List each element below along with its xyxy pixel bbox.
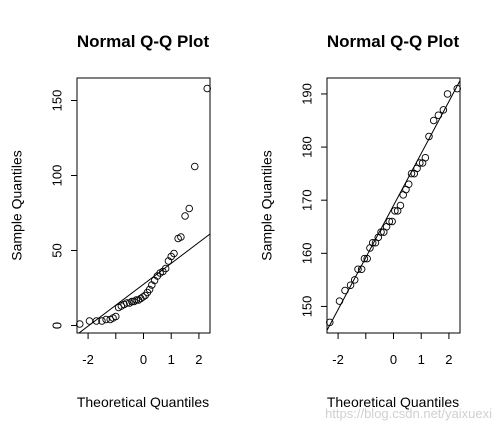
- data-point: [377, 228, 385, 236]
- data-point: [360, 254, 369, 263]
- data-point: [145, 285, 154, 294]
- data-point: [443, 90, 452, 98]
- y-axis-label: Sample Quantiles: [259, 150, 275, 261]
- data-point: [185, 204, 193, 213]
- x-tick-label: 0: [390, 352, 397, 367]
- data-point: [434, 111, 443, 119]
- data-point: [181, 212, 189, 220]
- y-tick-label: 170: [299, 189, 314, 211]
- data-point: [404, 180, 413, 188]
- x-tick-label: -2: [82, 352, 94, 367]
- y-tick-label: 0: [49, 322, 64, 329]
- data-point: [407, 169, 416, 178]
- data-point: [203, 84, 211, 93]
- x-tick-label: 2: [195, 352, 202, 367]
- data-point: [335, 297, 344, 305]
- data-point: [357, 265, 366, 274]
- x-axis-label: Theoretical Quantiles: [327, 394, 459, 410]
- data-point: [341, 286, 349, 295]
- qq-plot-left: Normal Q-Q Plot -2 0 1 2 0 50 100 150 Theoretical…: [9, 32, 211, 410]
- data-point: [85, 317, 94, 325]
- y-tick-label: 160: [299, 242, 314, 264]
- data-point: [421, 153, 430, 162]
- data-point: [98, 317, 106, 325]
- qq-reference-line: [327, 80, 460, 331]
- data-point: [92, 317, 101, 325]
- chart-title: Normal Q-Q Plot: [327, 32, 460, 51]
- data-point: [177, 233, 185, 241]
- y-tick-label: 190: [299, 83, 314, 105]
- data-point: [125, 299, 134, 307]
- data-point: [326, 318, 334, 327]
- x-tick-label: -2: [332, 352, 344, 367]
- data-point: [391, 207, 399, 215]
- x-tick-label: 2: [445, 352, 452, 367]
- x-axis-label: Theoretical Quantiles: [77, 394, 209, 410]
- data-point: [425, 132, 433, 141]
- data-point: [350, 276, 359, 284]
- data-point: [139, 293, 147, 301]
- watermark: https://blog.csdn.net/yaixuexi: [325, 406, 492, 421]
- x-tick-label: 1: [418, 352, 425, 367]
- data-point: [368, 238, 377, 247]
- data-point: [132, 296, 141, 304]
- x-tick-label: 0: [140, 352, 147, 367]
- data-point: [453, 84, 461, 93]
- data-point: [396, 201, 405, 210]
- data-point: [416, 159, 424, 167]
- data-point: [112, 312, 120, 321]
- data-point: [123, 299, 131, 307]
- y-axis-label: Sample Quantiles: [9, 150, 25, 261]
- y-tick-label: 180: [299, 136, 314, 158]
- data-point: [191, 162, 199, 171]
- data-point: [388, 217, 396, 226]
- y-tick-label: 150: [299, 296, 314, 318]
- chart-title: Normal Q-Q Plot: [77, 32, 210, 51]
- x-tick-label: 1: [168, 352, 175, 367]
- data-point: [130, 297, 138, 306]
- data-point: [429, 116, 438, 125]
- y-tick-label: 50: [49, 243, 64, 257]
- data-point: [385, 217, 394, 226]
- data-point: [102, 315, 110, 324]
- data-point: [76, 320, 84, 328]
- y-tick-label: 100: [49, 165, 64, 187]
- qq-reference-line: [78, 233, 210, 333]
- data-point: [346, 281, 355, 289]
- data-point: [170, 249, 178, 258]
- y-tick-label: 150: [49, 90, 64, 112]
- data-point: [354, 265, 362, 274]
- qq-plot-right: Normal Q-Q Plot -2 0 1 2 150 160 170 180 190 Theor…: [259, 32, 461, 410]
- data-point: [439, 106, 448, 114]
- data-point: [363, 254, 371, 263]
- data-point: [161, 264, 170, 273]
